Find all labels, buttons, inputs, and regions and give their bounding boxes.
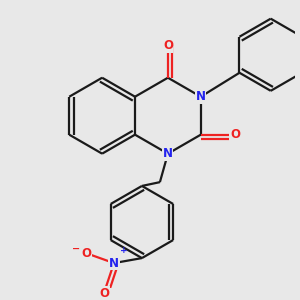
Text: N: N — [109, 256, 119, 270]
Text: O: O — [99, 286, 109, 300]
Text: O: O — [163, 39, 173, 52]
Text: −: − — [72, 244, 80, 254]
Text: +: + — [120, 246, 128, 255]
Text: N: N — [196, 90, 206, 103]
Text: O: O — [81, 247, 91, 260]
Text: N: N — [163, 147, 173, 160]
Text: O: O — [230, 128, 240, 141]
